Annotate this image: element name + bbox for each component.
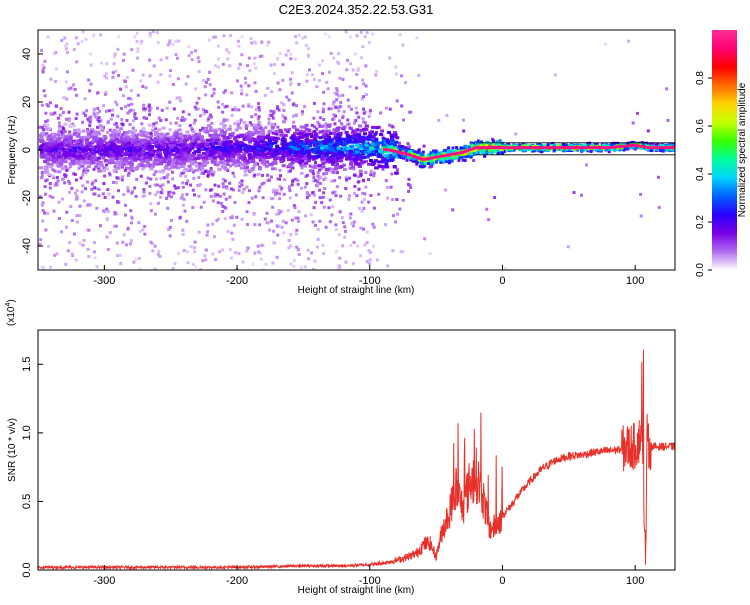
snr-multiplier-base: (x10 — [6, 306, 17, 326]
snr-x-axis-label: Height of straight line (km) — [298, 585, 415, 596]
snr-line-area — [38, 350, 675, 569]
spectrogram-x-tick-label: -300 — [93, 275, 115, 287]
spectrogram-x-tick-label: -200 — [226, 275, 248, 287]
snr-y-tick-label: 1.5 — [21, 357, 33, 372]
snr-y-tick-label: 1.0 — [21, 425, 33, 440]
colorbar-gradient — [712, 30, 737, 270]
colorbar-ticks: 0.0 0.2 0.4 0.6 0.8 — [695, 71, 712, 277]
colorbar-label: Normalized spectral amplitude — [737, 82, 748, 217]
colorbar-tick-label: 0.4 — [695, 167, 706, 181]
snr-y-axis-label: SNR (10 * v/v) — [7, 418, 18, 482]
colorbar-tick-label: 0.8 — [695, 71, 706, 85]
colorbar: 0.0 0.2 0.4 0.6 0.8 Normalized spectral ampl… — [695, 30, 748, 277]
snr-y-ticks: 0.0 0.5 1.0 1.5 — [21, 357, 43, 578]
colorbar-tick-label: 0.2 — [695, 215, 706, 229]
colorbar-tick-label: 0.0 — [695, 263, 706, 277]
colorbar-tick-label: 0.6 — [695, 119, 706, 133]
snr-multiplier: (x104) — [5, 299, 17, 326]
snr-x-tick-label: -200 — [226, 575, 248, 587]
snr-series-line — [38, 350, 675, 569]
figure-title: C2E3.2024.352.22.53.G31 — [279, 2, 434, 17]
snr-x-tick-label: 0 — [499, 575, 505, 587]
spectrogram-y-tick-label: 40 — [21, 48, 33, 60]
snr-frame — [38, 330, 675, 570]
spectrogram-y-axis-label: Frequency (Hz) — [7, 116, 18, 185]
spectrogram-heatmap — [38, 30, 678, 273]
spectrogram-x-tick-label: 100 — [626, 275, 644, 287]
snr-y-tick-label: 0.5 — [21, 494, 33, 509]
spectrogram-y-tick-label: 20 — [21, 96, 33, 108]
spectrogram-y-tick-label: 0 — [21, 147, 33, 153]
spectrogram-y-tick-label: -40 — [21, 238, 33, 254]
snr-x-tick-label: 100 — [626, 575, 644, 587]
spectrogram-x-axis-label: Height of straight line (km) — [298, 285, 415, 296]
snr-x-tick-label: -300 — [93, 575, 115, 587]
snr-y-tick-label: 0.0 — [21, 562, 33, 577]
spectrogram-y-tick-label: -20 — [21, 190, 33, 206]
spectrogram-x-tick-label: 0 — [499, 275, 505, 287]
snr-multiplier-close: ) — [6, 299, 17, 302]
